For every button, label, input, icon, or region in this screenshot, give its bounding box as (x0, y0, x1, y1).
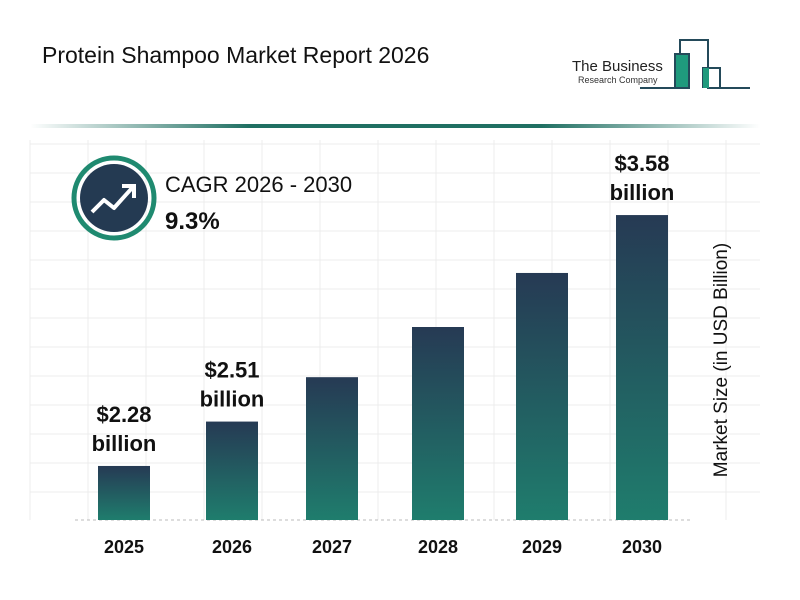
x-tick-label: 2025 (104, 537, 144, 557)
data-label: $2.28 (96, 402, 151, 427)
logo-buildings-icon (640, 39, 750, 89)
data-label: $3.58 (614, 151, 669, 176)
bar-2028 (412, 327, 464, 520)
x-tick-label: 2030 (622, 537, 662, 557)
page-title: Protein Shampoo Market Report 2026 (42, 42, 430, 68)
bar-2027 (306, 377, 358, 520)
divider (30, 124, 760, 128)
bar-2025 (98, 465, 150, 520)
data-label: $2.51 (204, 358, 259, 383)
logo-text: The Business (572, 58, 663, 75)
x-tick-label: 2028 (418, 537, 458, 557)
bar-2026 (206, 421, 258, 520)
cagr-value: 9.3% (165, 208, 220, 235)
bar-2030 (616, 215, 668, 520)
x-tick-label: 2026 (212, 537, 252, 557)
x-tick-label: 2029 (522, 537, 562, 557)
y-axis-label: Market Size (in USD Billion) (711, 242, 732, 478)
logo-subtext: Research Company (578, 75, 658, 85)
company-logo: The Business Research Company (570, 32, 755, 94)
x-tick-label: 2027 (312, 537, 352, 557)
bar-2029 (516, 272, 568, 520)
cagr-label: CAGR 2026 - 2030 (165, 172, 353, 197)
data-label: billion (200, 387, 265, 412)
cagr-icon (71, 155, 157, 241)
data-label: billion (610, 180, 675, 205)
data-label: billion (92, 431, 157, 456)
